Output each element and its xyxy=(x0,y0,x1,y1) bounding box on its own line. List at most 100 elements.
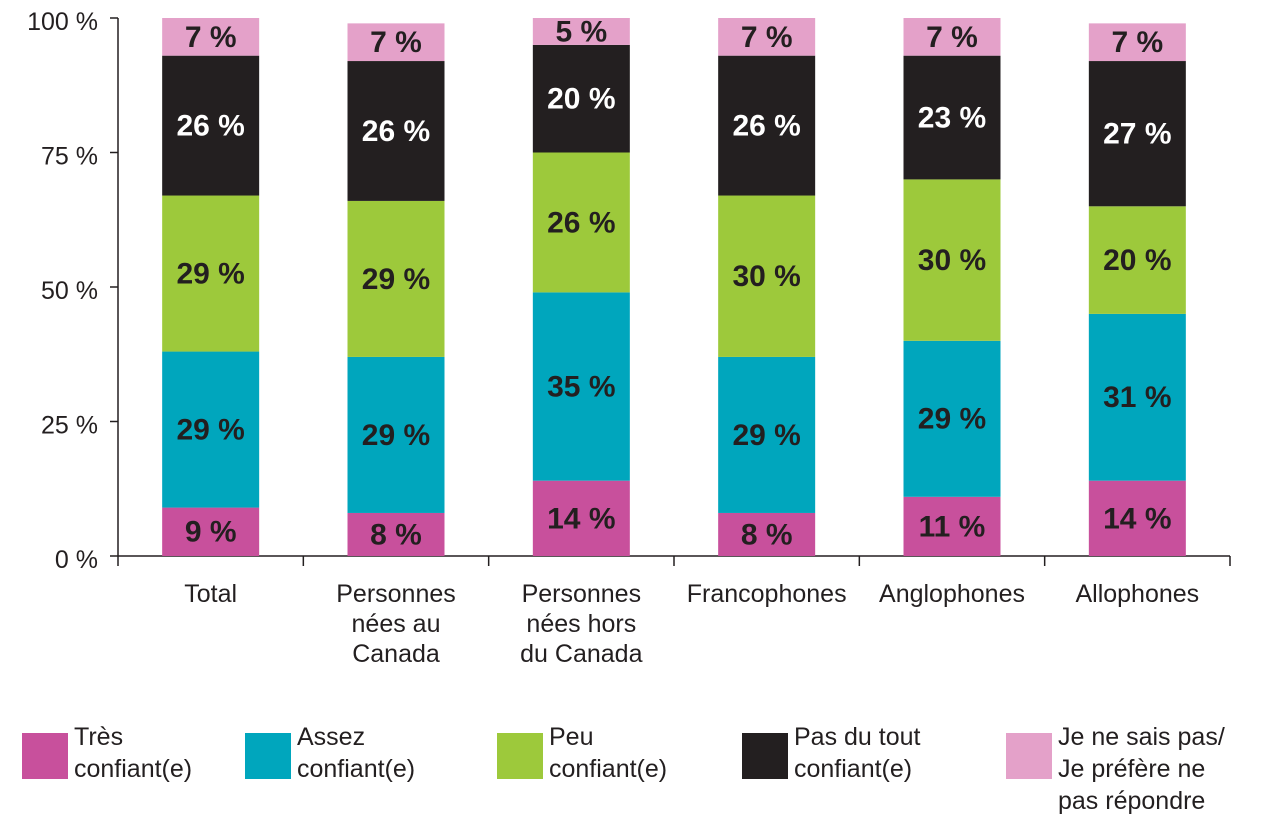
value-label: 30 % xyxy=(918,244,986,277)
bar-segment xyxy=(718,18,816,56)
x-tick-label: Francophones xyxy=(687,580,847,608)
text-line: Personnes xyxy=(522,580,642,608)
bar-segment xyxy=(903,18,1001,56)
y-tick-label: 25 % xyxy=(41,412,98,440)
value-label: 26 % xyxy=(362,115,430,148)
value-label: 20 % xyxy=(547,83,615,116)
bar-segment xyxy=(347,200,445,357)
text-line: confiant(e) xyxy=(74,755,192,783)
text-line: Très xyxy=(74,723,123,751)
x-tick-label: Allophones xyxy=(1075,580,1199,608)
value-label: 31 % xyxy=(1103,381,1171,414)
text-line: nées hors xyxy=(526,610,636,638)
value-label: 26 % xyxy=(732,110,800,143)
bar-segment xyxy=(532,480,630,556)
value-label: 35 % xyxy=(547,370,615,403)
legend-swatch xyxy=(245,733,291,779)
value-label: 26 % xyxy=(547,206,615,239)
text-line: Assez xyxy=(297,723,365,751)
bar-segment xyxy=(1088,313,1186,481)
bar-segment xyxy=(347,23,445,62)
legend-swatch xyxy=(1006,733,1052,779)
text-line: Je ne sais pas/ xyxy=(1058,723,1225,751)
x-tick-label: Personnes nées au Canada xyxy=(336,580,456,668)
bar-segment xyxy=(718,512,816,556)
bar-segment xyxy=(1088,23,1186,62)
value-label: 11 % xyxy=(919,510,986,543)
y-tick-label: 100 % xyxy=(27,8,98,36)
value-label: 7 % xyxy=(185,21,237,54)
legend-label: Très confiant(e) xyxy=(74,723,192,783)
text-line: Pas du tout xyxy=(794,723,921,751)
bar-segment xyxy=(903,496,1001,556)
legend-label: Je ne sais pas/Je préfère ne pas répondre xyxy=(1058,723,1225,815)
value-label: 29 % xyxy=(362,419,430,452)
value-label: 5 % xyxy=(555,15,607,48)
bar-segment xyxy=(162,507,260,556)
bar-segment xyxy=(903,340,1001,497)
text-line: du Canada xyxy=(520,640,642,668)
text-line: Je préfère ne xyxy=(1058,755,1205,783)
bar-segment xyxy=(718,356,816,513)
bar-segment xyxy=(1088,61,1186,207)
value-label: 8 % xyxy=(741,518,793,551)
x-tick-label: Total xyxy=(184,580,237,608)
value-label: 29 % xyxy=(732,419,800,452)
bar-segment xyxy=(1088,480,1186,556)
value-label: 20 % xyxy=(1103,244,1171,277)
legend-swatch xyxy=(22,733,68,779)
text-line: Anglophones xyxy=(879,580,1025,608)
bar-segment xyxy=(347,356,445,513)
bar-segment xyxy=(718,195,816,357)
bar-segment xyxy=(532,18,630,45)
value-label: 29 % xyxy=(362,263,430,296)
bar-segment xyxy=(903,179,1001,341)
text-line: pas répondre xyxy=(1058,787,1205,815)
value-label: 7 % xyxy=(1111,26,1163,59)
text-line: Total xyxy=(184,580,237,608)
x-tick-label: Personnes nées hors du Canada xyxy=(520,580,642,668)
value-label: 7 % xyxy=(926,21,978,54)
bar-segment xyxy=(1088,206,1186,314)
y-tick-label: 75 % xyxy=(41,143,98,171)
text-line: confiant(e) xyxy=(549,755,667,783)
value-label: 14 % xyxy=(1103,502,1171,535)
bar-segment xyxy=(903,55,1001,180)
legend-label: Assez confiant(e) xyxy=(297,723,415,783)
bar-segment xyxy=(718,55,816,196)
value-label: 7 % xyxy=(741,21,793,54)
value-label: 14 % xyxy=(547,502,615,535)
text-line: confiant(e) xyxy=(794,755,912,783)
bar-segment xyxy=(532,292,630,481)
text-line: Allophones xyxy=(1075,580,1199,608)
text-line: Personnes xyxy=(336,580,456,608)
value-label: 23 % xyxy=(918,101,986,134)
value-label: 30 % xyxy=(732,260,800,293)
legend-swatch xyxy=(742,733,788,779)
text-line: confiant(e) xyxy=(297,755,415,783)
bar-segment xyxy=(532,44,630,153)
bar-segment xyxy=(347,61,445,201)
bar-segment xyxy=(162,55,260,196)
x-tick-label: Anglophones xyxy=(879,580,1025,608)
value-label: 26 % xyxy=(176,110,244,143)
y-tick-label: 50 % xyxy=(41,277,98,305)
text-line: Peu xyxy=(549,723,593,751)
text-line: Canada xyxy=(352,640,440,668)
text-line: nées au xyxy=(352,610,441,638)
bar-segment xyxy=(162,18,260,56)
y-tick-label: 0 % xyxy=(55,546,98,574)
bar-segment xyxy=(532,152,630,293)
text-line: Francophones xyxy=(687,580,847,608)
value-label: 9 % xyxy=(185,516,237,549)
value-label: 8 % xyxy=(370,518,422,551)
legend-swatch xyxy=(497,733,543,779)
bar-segment xyxy=(162,195,260,352)
value-label: 7 % xyxy=(370,26,422,59)
value-label: 29 % xyxy=(918,403,986,436)
bar-segment xyxy=(162,351,260,508)
legend-label: Peu confiant(e) xyxy=(549,723,667,783)
value-label: 29 % xyxy=(176,413,244,446)
legend-label: Pas du tout confiant(e) xyxy=(794,723,921,783)
